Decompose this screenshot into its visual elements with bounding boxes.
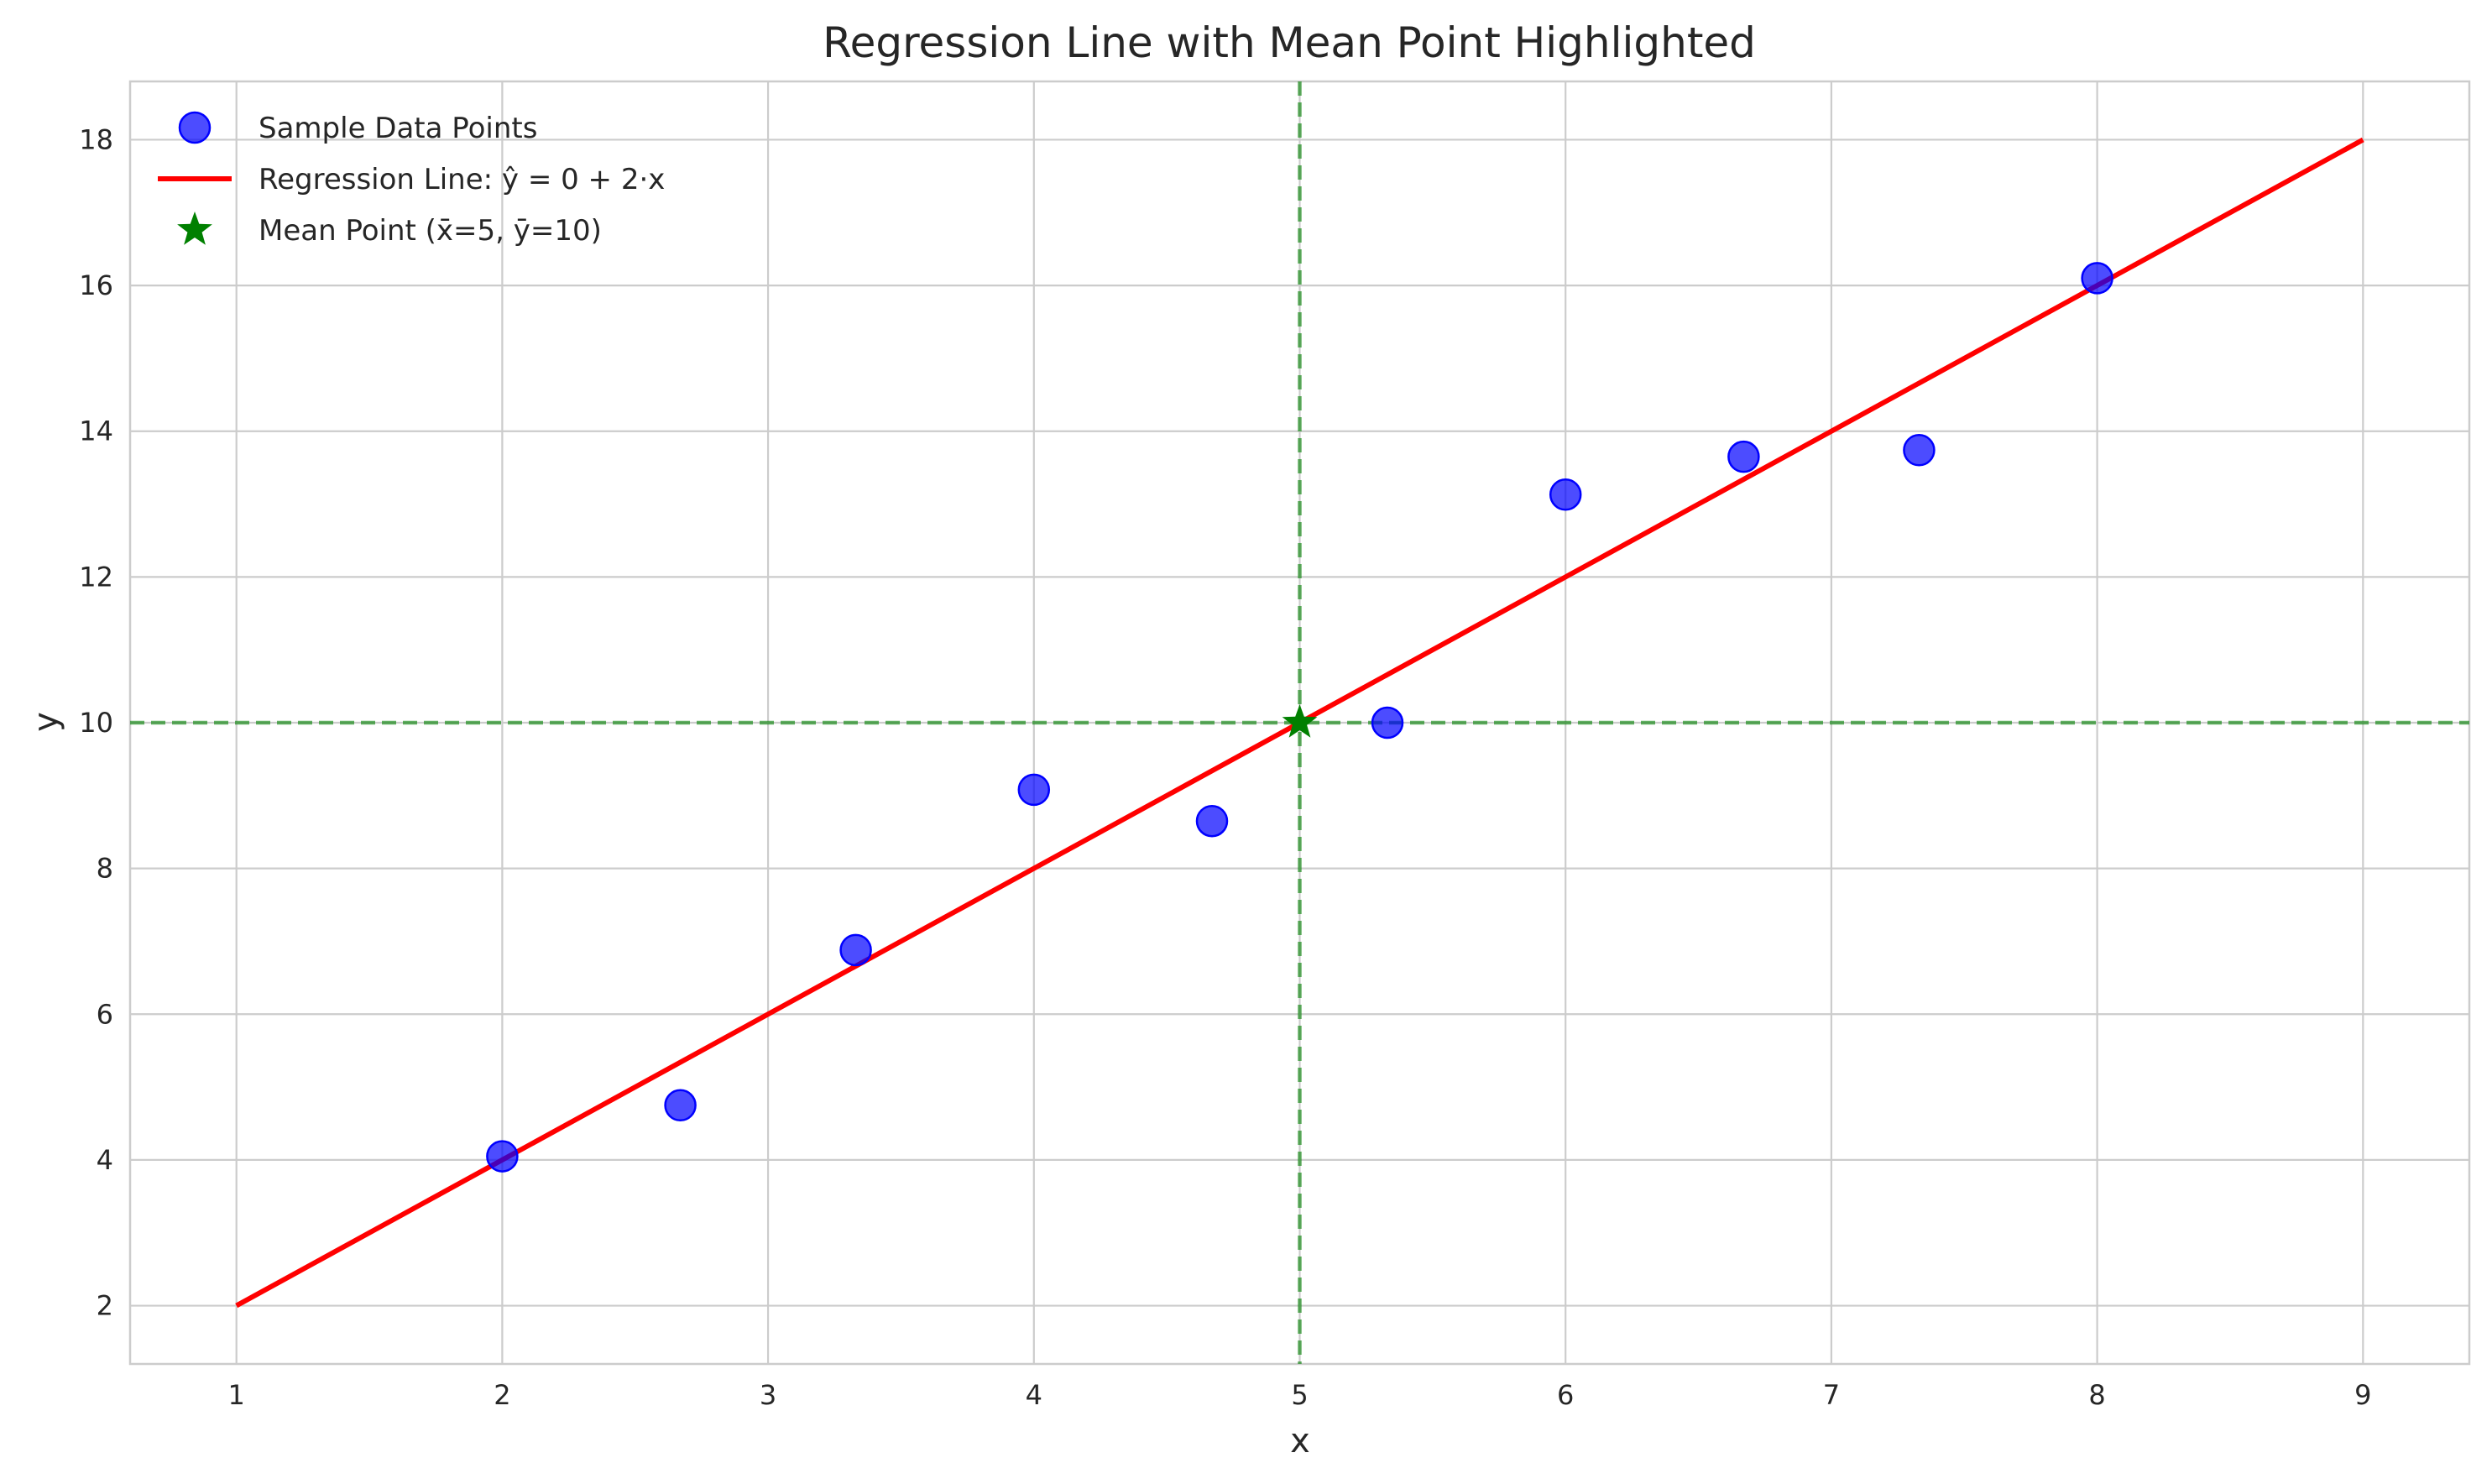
sample-data-point bbox=[1195, 804, 1229, 838]
sample-data-point bbox=[839, 933, 872, 967]
legend-label: Regression Line: ŷ = 0 + 2·x bbox=[259, 163, 665, 196]
mean-point-star bbox=[1282, 704, 1318, 738]
x-tick-label: 4 bbox=[1026, 1379, 1042, 1411]
chart-title: Regression Line with Mean Point Highligh… bbox=[823, 18, 1756, 67]
sample-data-point bbox=[2081, 262, 2113, 295]
x-tick-label: 6 bbox=[1557, 1379, 1574, 1411]
legend-marker-scatter bbox=[178, 111, 212, 144]
x-axis-label: x bbox=[1290, 1422, 1310, 1460]
legend: Sample Data Points Regression Line: ŷ = 0… bbox=[158, 111, 665, 248]
y-tick-label: 14 bbox=[79, 415, 113, 447]
y-tick-label: 18 bbox=[79, 123, 113, 155]
x-tick-label: 1 bbox=[228, 1379, 245, 1411]
y-tick-label: 10 bbox=[79, 707, 113, 739]
y-tick-label: 6 bbox=[97, 998, 113, 1030]
legend-label: Mean Point (x̄=5, ȳ=10) bbox=[259, 214, 602, 248]
sample-data-point bbox=[486, 1140, 519, 1173]
y-axis-label: y bbox=[27, 712, 65, 732]
x-tick-label: 5 bbox=[1291, 1379, 1308, 1411]
x-tick-label: 3 bbox=[760, 1379, 776, 1411]
sample-data-point bbox=[664, 1089, 697, 1122]
sample-data-point bbox=[1727, 440, 1760, 473]
x-tick-label: 9 bbox=[2354, 1379, 2371, 1411]
legend-marker-star bbox=[177, 212, 212, 245]
y-tick-label: 4 bbox=[97, 1144, 113, 1176]
y-tick-label: 8 bbox=[97, 853, 113, 885]
sample-data-point bbox=[1549, 478, 1582, 511]
legend-label: Sample Data Points bbox=[259, 112, 537, 145]
sample-data-point bbox=[1371, 706, 1404, 739]
y-tick-label: 12 bbox=[79, 561, 113, 593]
y-tick-label: 16 bbox=[79, 269, 113, 301]
x-tick-label: 2 bbox=[494, 1379, 510, 1411]
sample-data-point bbox=[1017, 773, 1051, 807]
sample-data-point bbox=[1903, 434, 1936, 467]
x-tick-label: 8 bbox=[2088, 1379, 2105, 1411]
y-tick-label: 2 bbox=[97, 1290, 113, 1322]
x-tick-label: 7 bbox=[1823, 1379, 1840, 1411]
